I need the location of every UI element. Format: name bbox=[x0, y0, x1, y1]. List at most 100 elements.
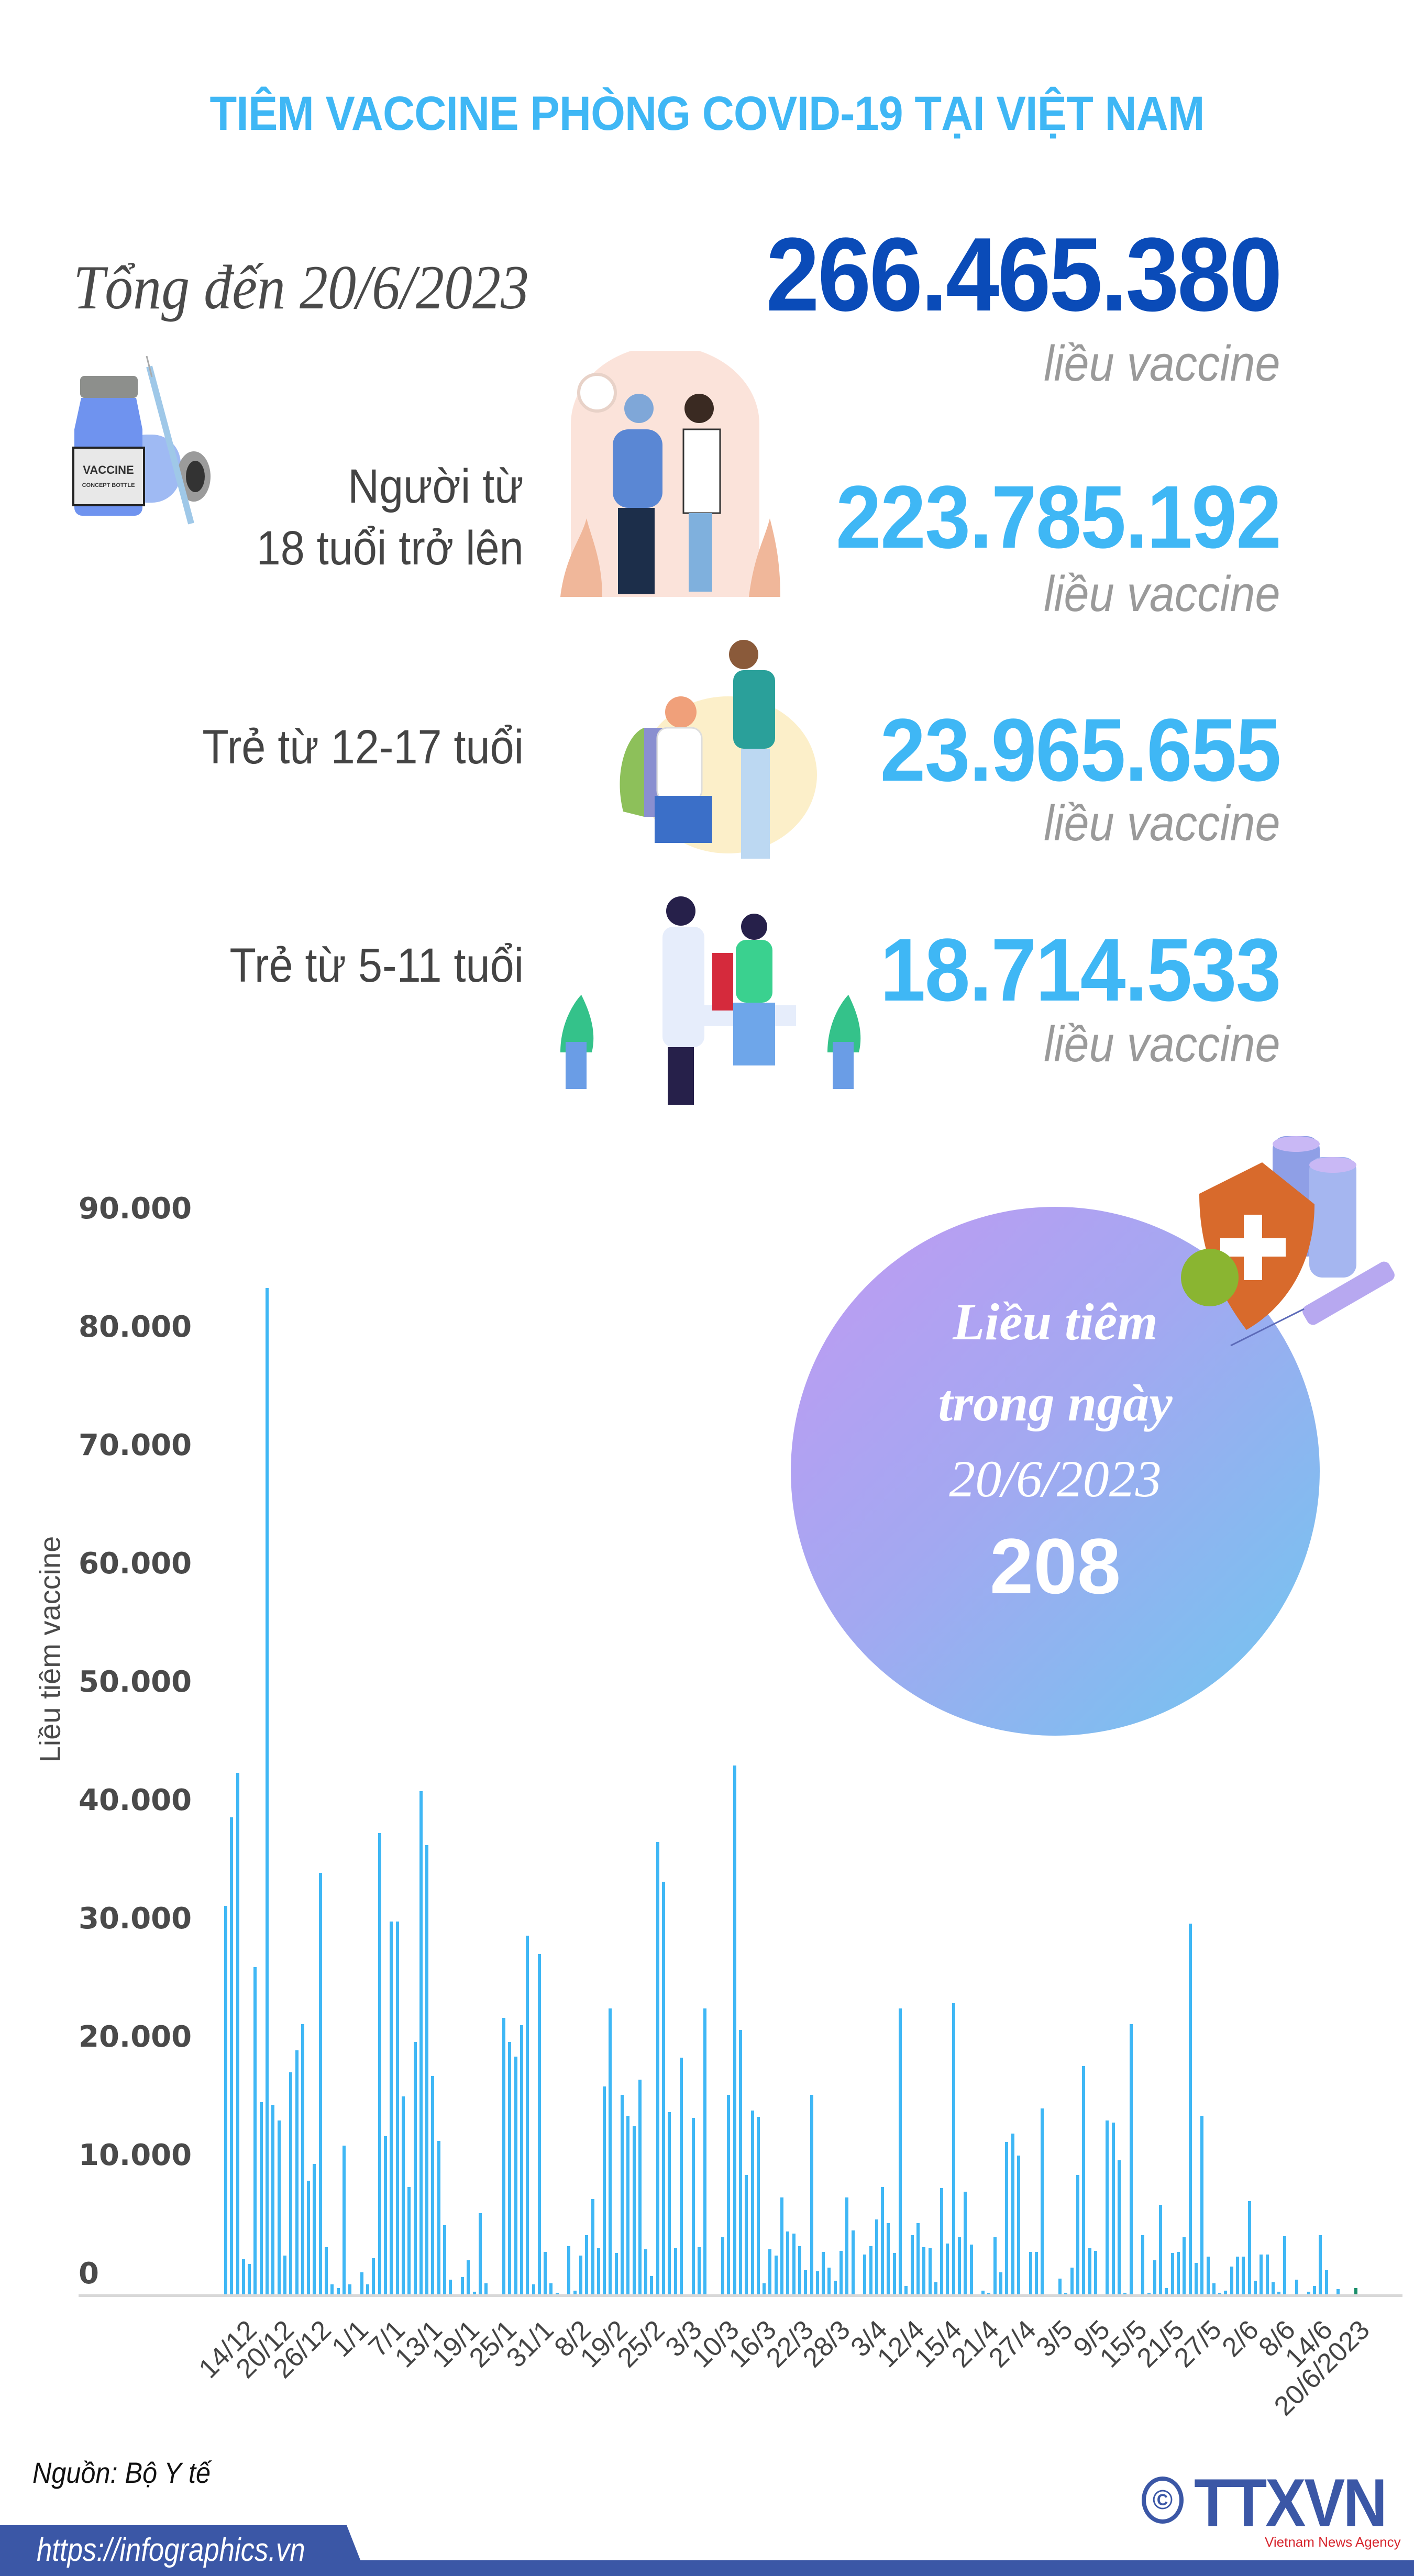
chart-bar bbox=[904, 2285, 908, 2295]
chart-bar bbox=[1212, 2283, 1216, 2295]
chart-bar bbox=[774, 2255, 778, 2295]
chart-bar bbox=[798, 2246, 801, 2295]
chart-bar bbox=[958, 2237, 961, 2295]
x-axis-line bbox=[79, 2294, 1402, 2297]
chart-bar bbox=[585, 2235, 589, 2295]
chart-bar bbox=[738, 2030, 742, 2295]
chart-bar bbox=[1141, 2235, 1145, 2295]
chart-bar bbox=[721, 2237, 725, 2295]
child-vaccination-illustration bbox=[560, 896, 861, 1105]
bubble-line1: Liều tiêm bbox=[953, 1293, 1158, 1351]
chart-bar bbox=[1242, 2257, 1245, 2295]
chart-bar bbox=[596, 2248, 600, 2295]
chart-bar bbox=[514, 2056, 517, 2295]
chart-bar bbox=[603, 2086, 606, 2295]
chart-bar bbox=[360, 2272, 363, 2295]
group-12-17-label: Trẻ từ 12-17 tuổi bbox=[202, 720, 524, 774]
footer-tab bbox=[0, 2525, 367, 2576]
chart-bar bbox=[591, 2199, 594, 2295]
chart-bar bbox=[922, 2247, 926, 2295]
chart-bar bbox=[750, 2111, 754, 2295]
chart-bar bbox=[691, 2118, 695, 2295]
chart-bar bbox=[372, 2258, 375, 2295]
chart-bar bbox=[792, 2234, 796, 2295]
chart-bar bbox=[549, 2283, 553, 2295]
chart-bar bbox=[845, 2197, 849, 2295]
chart-bar bbox=[1307, 2292, 1310, 2295]
y-tick-label: 0 bbox=[79, 2257, 99, 2291]
chart-bar bbox=[662, 1881, 666, 2295]
y-tick-label: 20.000 bbox=[79, 2020, 192, 2054]
chart-bar bbox=[940, 2188, 944, 2295]
chart-bar bbox=[810, 2095, 813, 2295]
chart-bar bbox=[881, 2186, 885, 2295]
chart-bar bbox=[579, 2255, 582, 2295]
bubble-value: 208 bbox=[989, 1522, 1121, 1610]
chart-bar bbox=[1260, 2254, 1263, 2295]
chart-bar bbox=[295, 2050, 299, 2295]
chart-bar bbox=[899, 2008, 902, 2295]
chart-bar bbox=[827, 2267, 831, 2295]
chart-bar bbox=[230, 1817, 234, 2295]
y-tick-label: 10.000 bbox=[79, 2138, 192, 2172]
chart-bar bbox=[573, 2290, 577, 2295]
chart-bar bbox=[892, 2253, 896, 2295]
group-adults-label-line1: Người từ bbox=[348, 460, 524, 513]
chart-bar bbox=[1295, 2280, 1299, 2295]
chart-bar bbox=[266, 1287, 269, 2295]
chart-bar bbox=[259, 2102, 263, 2295]
chart-bar bbox=[952, 2003, 955, 2295]
group-12-17-unit: liều vaccine bbox=[1044, 795, 1280, 851]
chart-bar bbox=[437, 2141, 440, 2295]
chart-bar bbox=[786, 2231, 790, 2295]
chart-bar bbox=[1123, 2293, 1127, 2295]
group-5-11-label: Trẻ từ 5-11 tuổi bbox=[229, 939, 524, 992]
chart-bar bbox=[638, 2079, 642, 2295]
chart-bar bbox=[1118, 2160, 1121, 2295]
chart-bar bbox=[934, 2282, 937, 2295]
chart-bar bbox=[632, 2126, 636, 2295]
group-adults-unit: liều vaccine bbox=[1044, 566, 1280, 622]
chart-bar bbox=[644, 2249, 648, 2295]
chart-bar bbox=[1253, 2281, 1257, 2295]
chart-bar bbox=[928, 2248, 932, 2295]
chart-bar bbox=[620, 2095, 624, 2295]
chart-bar bbox=[1230, 2266, 1233, 2295]
chart-bar bbox=[910, 2235, 914, 2295]
chart-bar bbox=[1206, 2257, 1210, 2295]
footer-url-link[interactable]: https://infographics.vn bbox=[37, 2532, 305, 2568]
y-tick-label: 50.000 bbox=[79, 1665, 192, 1699]
chart-bar bbox=[1265, 2254, 1269, 2295]
chart-bar bbox=[768, 2249, 772, 2295]
chart-bar bbox=[224, 1905, 227, 2295]
chart-bar bbox=[733, 1766, 736, 2295]
bubble-line2: trong ngày bbox=[938, 1374, 1173, 1432]
copyright-icon: © bbox=[1142, 2477, 1184, 2524]
chart-bar bbox=[567, 2246, 571, 2295]
svg-text:VACCINE: VACCINE bbox=[83, 463, 134, 476]
group-5-11-unit: liều vaccine bbox=[1044, 1016, 1280, 1072]
chart-bar bbox=[1271, 2282, 1275, 2295]
chart-bar bbox=[502, 2017, 506, 2295]
chart-bar bbox=[1088, 2248, 1091, 2295]
chart-bar bbox=[1283, 2236, 1287, 2295]
chart-bar bbox=[1324, 2270, 1328, 2295]
chart-bar bbox=[987, 2293, 991, 2295]
y-tick-label: 70.000 bbox=[79, 1428, 192, 1462]
chart-bar bbox=[1224, 2290, 1228, 2295]
chart-bar bbox=[307, 2181, 311, 2295]
chart-bar bbox=[981, 2290, 985, 2295]
chart-bar bbox=[833, 2281, 837, 2295]
group-adults-label: Người từ 18 tuổi trở lên bbox=[257, 456, 524, 579]
chart-bar bbox=[526, 1936, 529, 2295]
group-adults-value: 223.785.192 bbox=[835, 468, 1281, 567]
chart-bar bbox=[887, 2223, 890, 2295]
chart-bar bbox=[325, 2247, 328, 2295]
chart-bar bbox=[609, 2008, 612, 2295]
vaccine-vial-icon: VACCINE CONCEPT BOTTLE bbox=[72, 356, 211, 525]
chart-bar bbox=[875, 2219, 878, 2295]
chart-bar bbox=[1218, 2293, 1222, 2295]
logo-text: TTXVN bbox=[1194, 2464, 1387, 2541]
chart-bar bbox=[1129, 2024, 1133, 2295]
chart-bar bbox=[614, 2253, 618, 2295]
